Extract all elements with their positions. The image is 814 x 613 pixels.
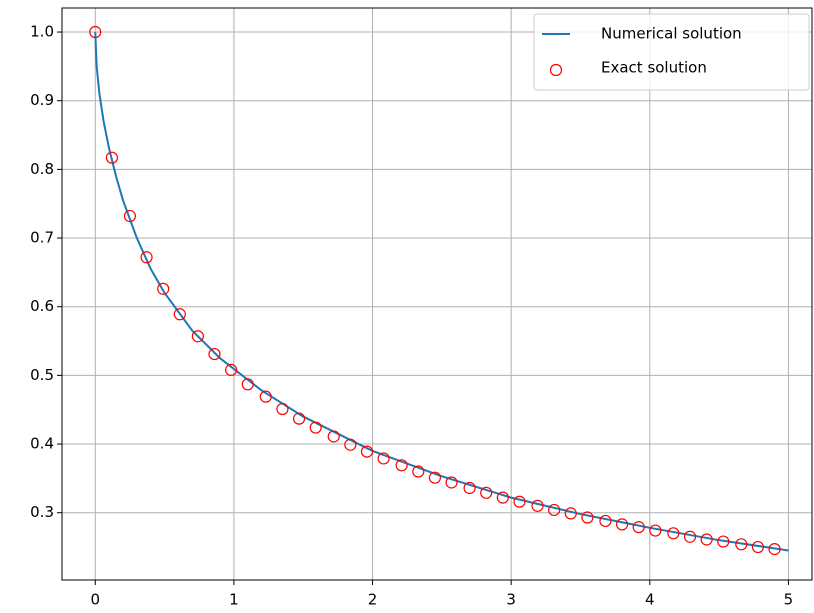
point — [241, 378, 254, 391]
point — [412, 465, 425, 478]
legend-label: Numerical solution — [601, 25, 742, 43]
x-tick-label: 0 — [90, 591, 100, 609]
point — [173, 308, 186, 321]
point — [360, 445, 374, 458]
x-tick-label: 5 — [784, 591, 794, 609]
point — [140, 251, 153, 264]
point — [276, 402, 289, 416]
point — [377, 452, 390, 465]
point — [123, 209, 137, 223]
point — [191, 330, 204, 343]
y-tick-label: 1.0 — [30, 23, 54, 41]
legend-box — [533, 13, 810, 91]
y-tick-label: 0.4 — [30, 435, 54, 453]
point — [445, 476, 458, 489]
legend: Numerical solution Exact solution — [533, 13, 810, 91]
line — [94, 31, 789, 552]
legend-label: Exact solution — [601, 59, 707, 77]
point — [735, 538, 748, 551]
point — [564, 507, 577, 520]
point — [105, 151, 119, 164]
point — [717, 535, 730, 548]
point — [428, 471, 442, 484]
y-tick-label: 0.8 — [30, 160, 54, 178]
point — [480, 486, 493, 499]
point — [548, 503, 561, 517]
point — [700, 533, 713, 546]
point — [513, 495, 526, 508]
y-tick-label: 0.9 — [30, 91, 54, 109]
point — [157, 282, 170, 295]
point — [667, 527, 680, 540]
point — [463, 481, 476, 495]
point — [309, 421, 322, 434]
point — [615, 518, 629, 531]
point — [768, 542, 781, 556]
point — [89, 25, 102, 39]
point — [683, 530, 697, 543]
point — [649, 524, 662, 537]
point — [751, 540, 765, 554]
point — [632, 521, 645, 534]
point — [259, 390, 272, 403]
y-tick-label: 0.6 — [30, 297, 54, 315]
point — [496, 491, 509, 504]
point — [531, 499, 544, 512]
x-tick-label: 3 — [506, 591, 516, 609]
y-tick-label: 0.3 — [30, 503, 54, 521]
y-tick-label: 0.7 — [30, 229, 54, 247]
y-tick-label: 0.5 — [30, 366, 54, 384]
plot-frame — [61, 7, 813, 581]
point — [327, 430, 340, 443]
x-tick-label: 1 — [229, 591, 239, 609]
legend-swatch — [549, 63, 563, 77]
point — [395, 459, 408, 472]
point — [599, 514, 612, 528]
point — [225, 363, 238, 376]
x-tick-label: 4 — [645, 591, 655, 609]
x-tick-label: 2 — [368, 591, 378, 609]
point — [208, 347, 221, 361]
point — [344, 438, 357, 451]
point — [581, 511, 594, 524]
point — [292, 412, 306, 425]
